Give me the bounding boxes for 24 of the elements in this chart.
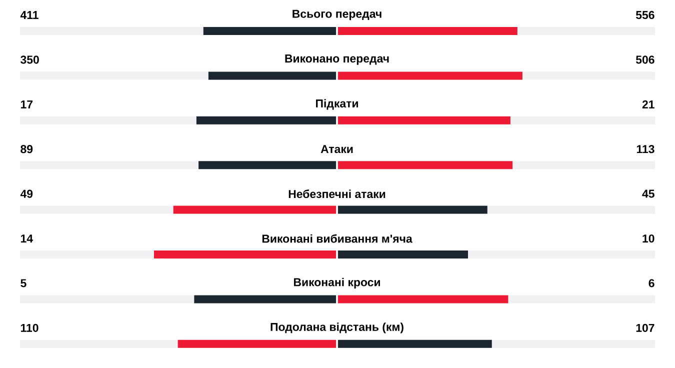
data-label: 21: [642, 100, 654, 108]
data-label: 6: [648, 279, 654, 288]
data-label: 45: [642, 190, 654, 198]
data-label: 506: [636, 56, 654, 64]
data-label: 556: [636, 10, 654, 20]
category-label: Всього передач: [292, 10, 382, 20]
data-label: 113: [636, 145, 654, 154]
category-label: Виконано передач: [285, 54, 389, 65]
data-label: 14: [21, 234, 33, 242]
data-label: 110: [21, 324, 38, 332]
data-label: 17: [21, 100, 33, 108]
category-label: Атаки: [320, 145, 353, 154]
data-label: 89: [20, 145, 33, 154]
data-label: 10: [642, 234, 654, 243]
category-label: Подолана відстань (км): [270, 322, 404, 334]
data-label: 107: [636, 324, 654, 332]
data-label: 5: [20, 279, 26, 288]
data-label: 411: [20, 11, 38, 19]
data-label: 49: [20, 190, 33, 198]
category-label: Виконані кроси: [294, 278, 380, 289]
category-label: Небезпечні атаки: [288, 190, 386, 198]
data-label: 350: [20, 56, 39, 64]
category-label: Підкати: [316, 99, 358, 110]
category-label: Виконані вибивання м'яча: [262, 234, 412, 243]
